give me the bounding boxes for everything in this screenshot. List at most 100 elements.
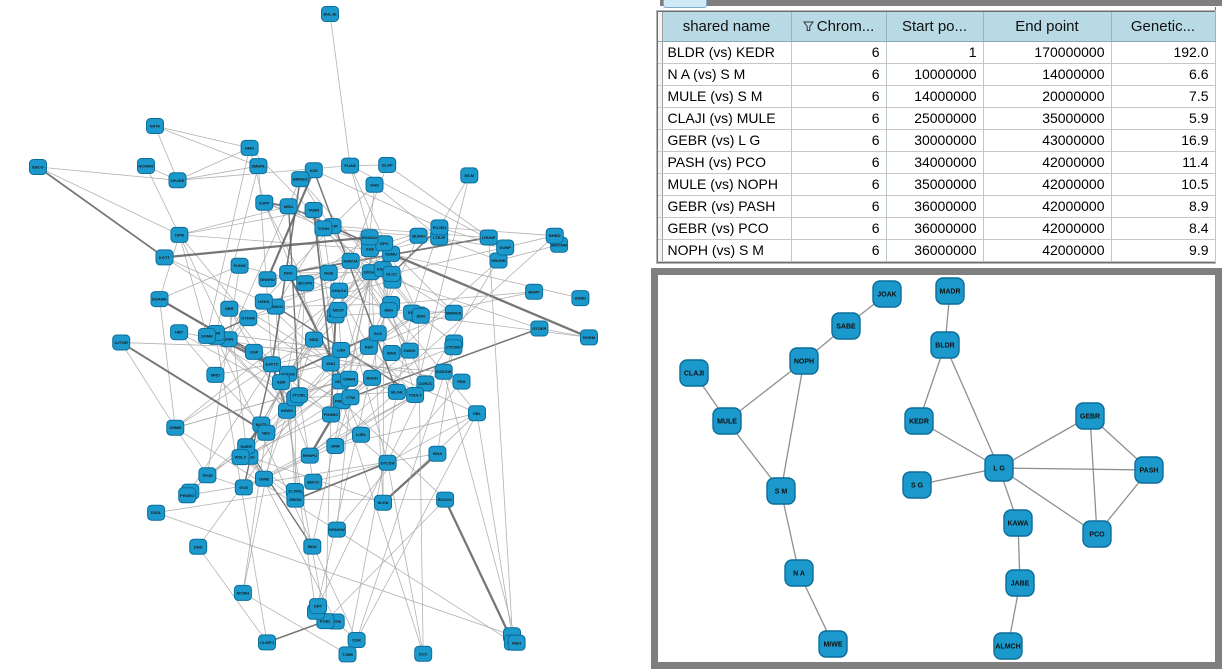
column-header-genetic[interactable]: Genetic... [1111,12,1216,42]
table-cell[interactable]: 6 [791,151,887,174]
table-cell[interactable]: 42000000 [983,239,1112,262]
network-node[interactable]: NATK [146,118,164,134]
table-cell[interactable]: 36000000 [886,239,984,262]
network-node[interactable]: WNA [428,445,447,462]
table-cell[interactable]: 11.4 [1111,151,1216,174]
table-cell[interactable]: 6 [791,173,887,196]
network-node[interactable]: UHJKE [168,172,187,189]
network-node[interactable]: GTOEP [530,320,549,337]
cell-shared-name[interactable]: N A (vs) S M [662,63,792,86]
network-node[interactable]: PCO [1082,520,1112,548]
network-node[interactable]: CLWPJ [258,634,276,651]
network-node[interactable]: TGDLT [406,387,425,403]
network-node[interactable]: GEBR [1075,402,1105,430]
table-row[interactable]: CLAJI (vs) MULE 6 25000000 35000000 5.9 [658,107,1216,130]
network-node[interactable]: GRR [326,438,345,454]
network-node[interactable]: BMMUS [444,304,463,321]
table-cell[interactable]: 6 [791,41,887,64]
network-node[interactable]: CWKK [400,342,419,359]
network-node[interactable]: USKK [254,293,273,310]
network-node[interactable]: HBT [170,324,189,341]
network-node[interactable]: NAWJA [341,252,360,269]
table-cell[interactable]: 42000000 [983,173,1112,196]
network-node[interactable]: MCMH [233,584,252,601]
table-cell[interactable]: 20000000 [983,85,1112,108]
network-node[interactable]: NCMNH [137,158,155,174]
network-node[interactable]: NDCP [329,301,348,318]
network-node[interactable]: MND [206,366,225,383]
network-node[interactable]: OWB [255,470,273,487]
cell-shared-name[interactable]: MULE (vs) NOPH [662,173,792,196]
network-node[interactable]: RSP [359,338,378,355]
table-cell[interactable]: 25000000 [886,107,984,130]
network-node[interactable]: TCHN [314,220,333,237]
cell-shared-name[interactable]: PASH (vs) PCO [662,151,792,174]
network-node[interactable]: GHAGA [330,282,349,299]
table-cell[interactable]: 6 [791,63,887,86]
network-node[interactable]: SBR [220,300,239,317]
table-row[interactable]: MULE (vs) S M 6 14000000 20000000 7.5 [658,85,1216,108]
network-node[interactable]: CDR [347,632,366,648]
table-cell[interactable]: 1 [886,41,984,64]
network-node[interactable]: PUNW [230,257,249,274]
network-node[interactable]: RSGH [363,369,382,386]
network-node[interactable]: DCC [414,645,433,662]
network-node[interactable]: MDD [305,331,323,348]
network-node[interactable]: RKMT [525,283,544,300]
table-cell[interactable]: 6.6 [1111,63,1216,86]
network-node[interactable]: CTW [341,389,360,406]
network-node[interactable]: EDN [411,307,430,324]
table-cell[interactable]: 170000000 [983,41,1112,64]
network-node[interactable]: NLHA [374,494,392,511]
table-row[interactable]: GEBR (vs) PCO 6 36000000 42000000 8.4 [658,217,1216,240]
table-cell[interactable]: 6 [791,195,887,218]
network-node[interactable]: TJMB [338,646,357,663]
network-node[interactable]: DLAP [378,157,397,173]
network-node[interactable]: BHBD [545,227,564,244]
network-node[interactable]: GUNP [496,239,515,256]
network-node[interactable]: HMG [240,139,259,156]
network-node[interactable]: DTCSH [378,454,397,471]
table-cell[interactable]: 14000000 [983,63,1112,86]
table-cell[interactable]: 35000000 [886,173,984,196]
table-cell[interactable]: 5.9 [1111,107,1216,130]
network-node[interactable]: NEC [257,424,276,441]
network-node[interactable]: OHS [365,176,384,193]
table-row[interactable]: NOPH (vs) S M 6 36000000 42000000 9.9 [658,239,1216,262]
network-node[interactable]: RCUOC [436,491,455,508]
table-row[interactable]: GEBR (vs) L G 6 30000000 43000000 16.9 [658,129,1216,152]
table-cell[interactable]: 42000000 [983,195,1112,218]
cell-shared-name[interactable]: BLDR (vs) KEDR [662,41,792,64]
network-node[interactable]: EGGAO [360,229,379,246]
network-node[interactable]: NGB [319,264,338,281]
tab-fragment[interactable] [663,0,707,8]
network-node[interactable]: SMERL [249,158,268,175]
network-node[interactable]: WSLC [231,449,250,466]
network-node[interactable]: PRDEO [178,487,197,504]
network-node[interactable]: ALMCH [993,632,1023,660]
network-node[interactable]: BDU [303,538,322,555]
network-node[interactable]: BBCO [304,473,323,490]
network-node[interactable]: BULJE [321,6,339,22]
table-row[interactable]: GEBR (vs) PASH 6 36000000 42000000 8.9 [658,195,1216,218]
network-node[interactable]: BMDES [291,171,310,188]
network-node[interactable]: OMHN [340,370,359,387]
network-node[interactable]: ULCC [382,265,401,282]
cell-shared-name[interactable]: MULE (vs) S M [662,85,792,108]
network-node[interactable]: KAWA [1003,509,1033,537]
column-header-chrom[interactable]: Chrom... [791,12,887,42]
table-cell[interactable]: 6 [791,217,887,240]
network-node[interactable]: MADR [935,277,965,305]
table-row[interactable]: PASH (vs) PCO 6 34000000 42000000 11.4 [658,151,1216,174]
network-node[interactable]: SGDGW [434,363,453,380]
network-node[interactable]: BUWH [409,227,428,244]
cell-shared-name[interactable]: GEBR (vs) L G [662,129,792,152]
network-node[interactable]: JABE [1005,569,1035,597]
network-node[interactable]: L G [984,454,1014,482]
network-node[interactable]: S G [902,471,932,499]
network-node[interactable]: SABE [831,312,861,340]
table-scrollbar-gutter[interactable] [1215,7,1222,263]
network-node[interactable]: PBS [452,373,471,390]
cell-shared-name[interactable]: GEBR (vs) PASH [662,195,792,218]
